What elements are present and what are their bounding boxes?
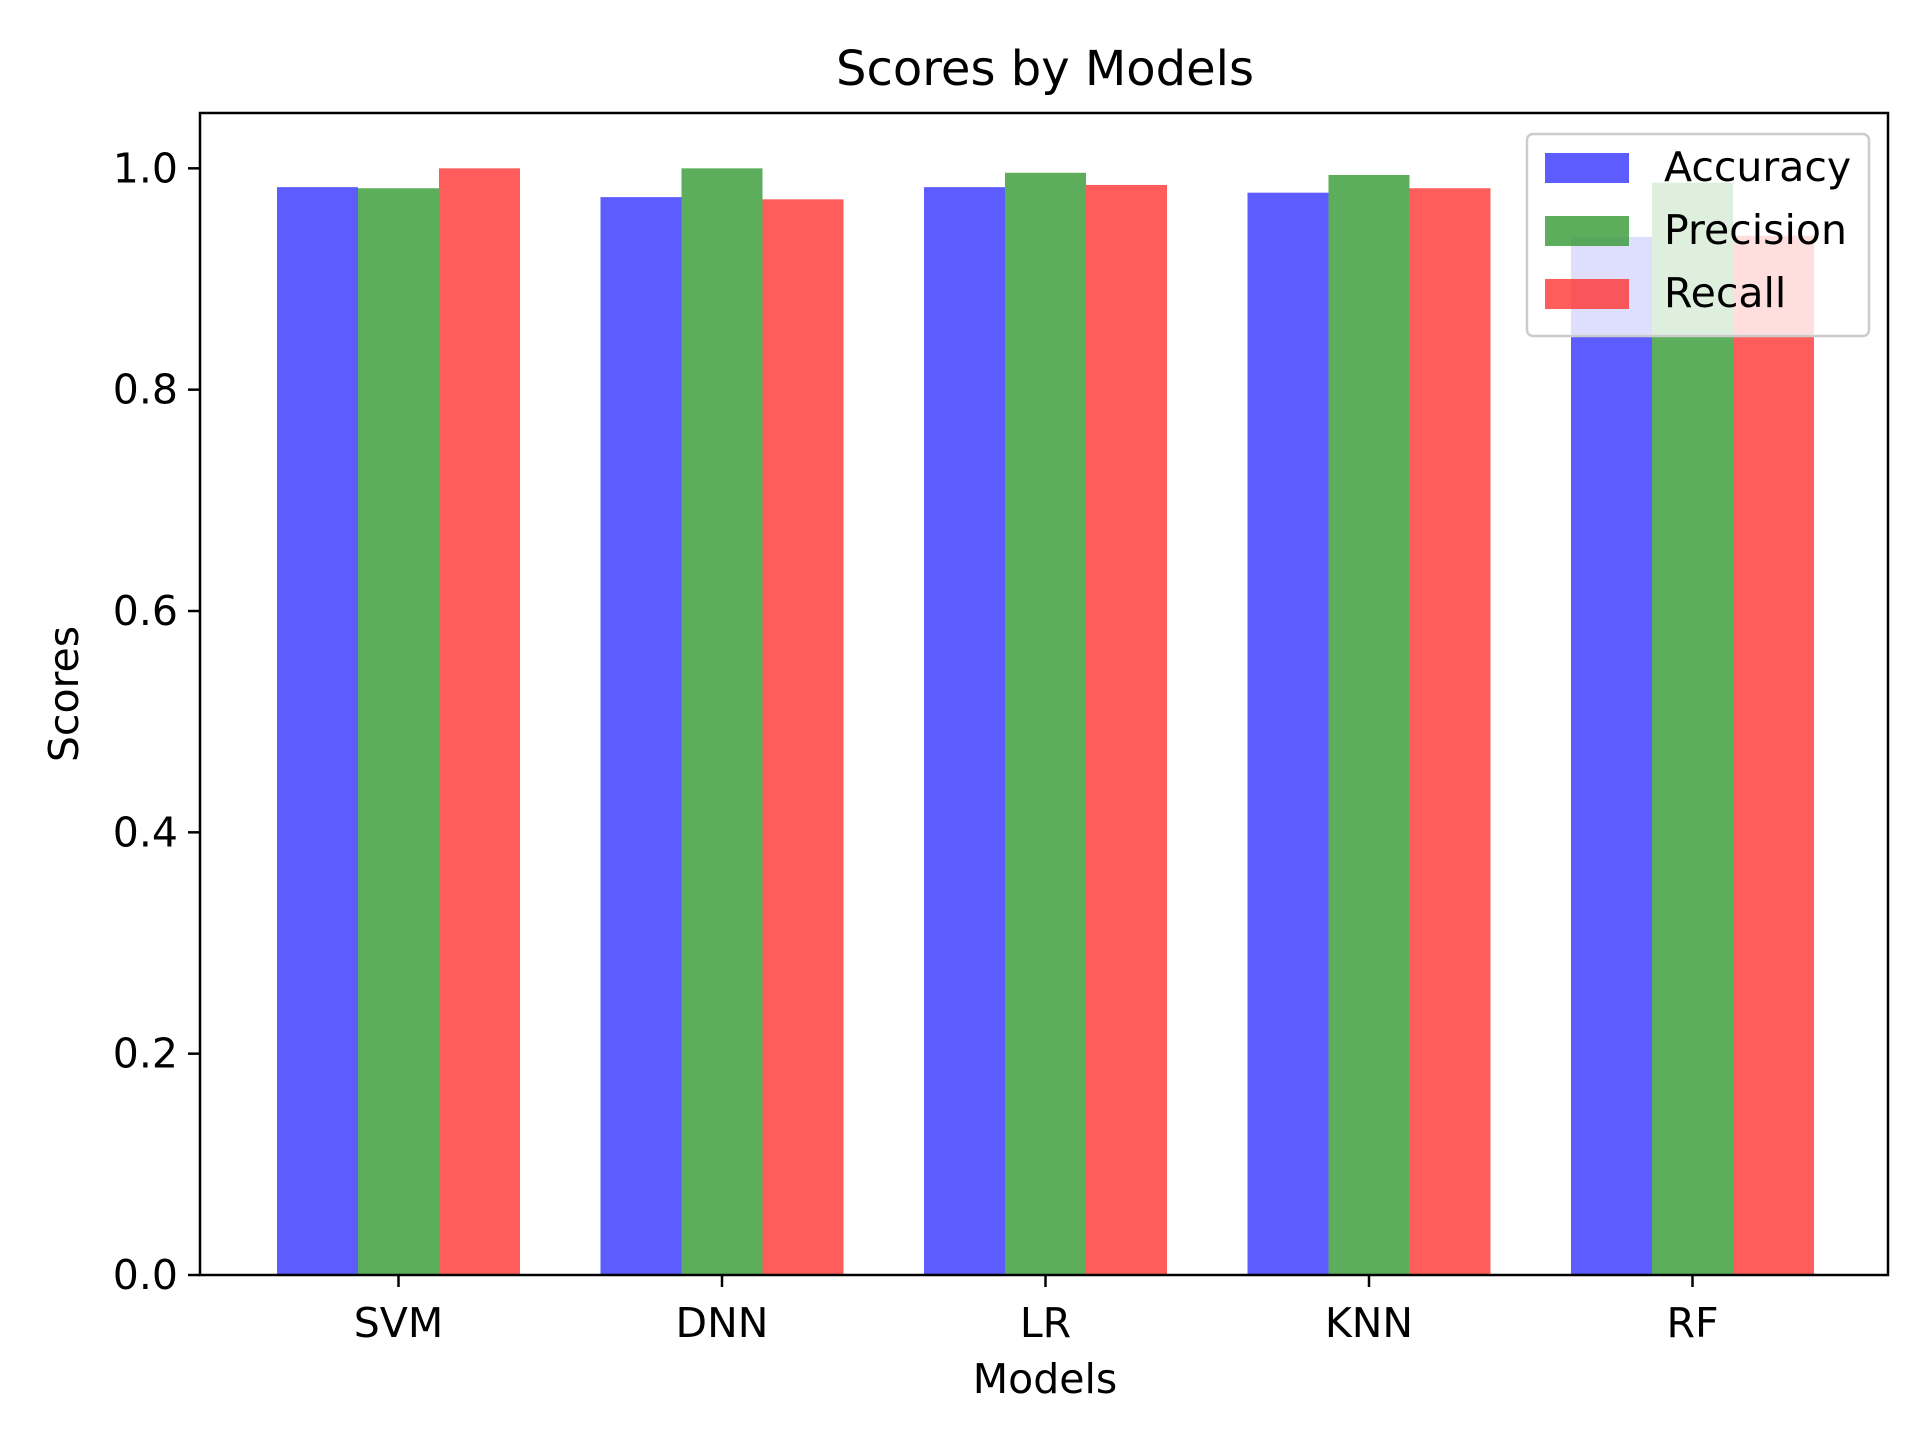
bar-precision-dnn xyxy=(681,168,763,1275)
y-axis-label: Scores xyxy=(40,626,88,762)
x-tick-label: KNN xyxy=(1325,1299,1413,1347)
bar-accuracy-dnn xyxy=(600,197,682,1275)
y-tick-label: 1.0 xyxy=(113,144,178,192)
x-tick-label: RF xyxy=(1666,1299,1718,1347)
x-axis-label: Models xyxy=(973,1355,1117,1403)
x-tick-label: DNN xyxy=(676,1299,769,1347)
bar-recall-rf xyxy=(1733,235,1814,1276)
bar-recall-knn xyxy=(1409,188,1491,1276)
bar-precision-rf xyxy=(1652,182,1733,1276)
bar-recall-dnn xyxy=(762,199,844,1275)
bars-layer xyxy=(277,168,1814,1276)
legend: Accuracy Precision Recall xyxy=(1525,132,1871,338)
y-tick-label: 0.2 xyxy=(113,1030,178,1078)
y-tick-label: 0.6 xyxy=(113,587,178,635)
bar-precision-lr xyxy=(1005,172,1086,1275)
bar-precision-knn xyxy=(1328,174,1410,1275)
bar-recall-lr xyxy=(1086,184,1167,1275)
y-axis: 0.0 0.2 0.4 0.6 0.8 1.0 xyxy=(113,144,200,1299)
legend-swatch-precision xyxy=(1545,216,1629,246)
y-tick-label: 0.4 xyxy=(113,808,178,856)
x-tick-label: SVM xyxy=(354,1299,443,1347)
bar-accuracy-rf xyxy=(1571,236,1652,1276)
bar-accuracy-svm xyxy=(277,187,358,1275)
legend-label-recall: Recall xyxy=(1664,269,1786,317)
bar-accuracy-knn xyxy=(1247,192,1329,1276)
y-tick-label: 0.0 xyxy=(113,1251,178,1299)
x-axis: SVM DNN LR KNN RF xyxy=(354,1275,1719,1347)
chart-title: Scores by Models xyxy=(836,41,1254,97)
bar-recall-svm xyxy=(439,168,520,1275)
legend-swatch-recall xyxy=(1545,279,1629,309)
legend-label-precision: Precision xyxy=(1664,206,1847,254)
plot-frame xyxy=(198,111,1890,1277)
legend-label-accuracy: Accuracy xyxy=(1664,143,1851,191)
bar-accuracy-lr xyxy=(924,187,1005,1275)
bar-precision-svm xyxy=(358,188,439,1276)
y-tick-label: 0.8 xyxy=(113,366,178,414)
x-tick-label: LR xyxy=(1020,1299,1071,1347)
legend-swatch-accuracy xyxy=(1545,153,1629,183)
